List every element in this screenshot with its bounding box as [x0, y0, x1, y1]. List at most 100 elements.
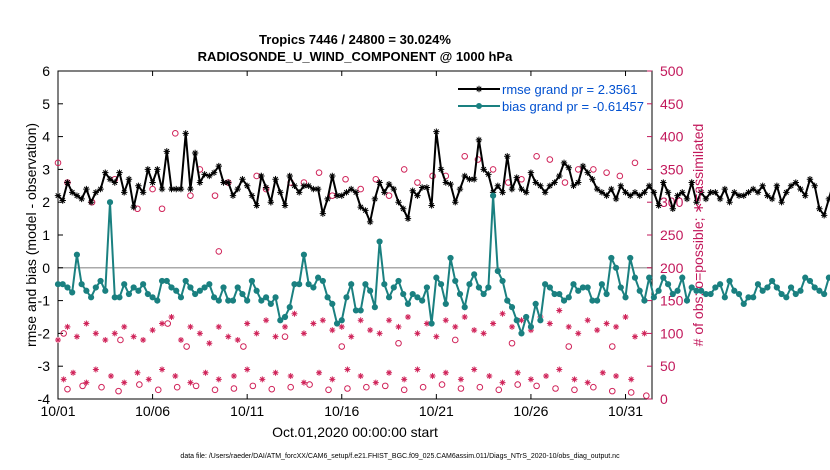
bias-point: [333, 320, 341, 327]
bias-point: [286, 304, 293, 311]
rmse-point: [357, 203, 364, 211]
possible-obs-point: [154, 386, 162, 394]
possible-obs-point: [438, 381, 446, 388]
bias-point: [414, 294, 421, 301]
bias-point: [433, 274, 440, 281]
assimilated-obs-point: [490, 320, 497, 327]
rmse-point: [130, 203, 137, 211]
bias-point: [622, 294, 629, 301]
rmse-point: [404, 215, 412, 222]
bias-point: [59, 281, 66, 288]
y-right-tick-label: 500: [660, 63, 684, 79]
rmse-point: [537, 182, 544, 189]
rmse-point: [778, 199, 785, 206]
rmse-point: [792, 179, 799, 186]
bias-point: [267, 300, 274, 307]
rmse-point: [314, 185, 322, 193]
assimilated-obs-point: [622, 314, 629, 320]
bias-point: [220, 284, 227, 291]
assimilated-obs-point: [202, 369, 209, 376]
rmse-point: [59, 197, 66, 204]
assimilated-obs-point: [149, 327, 156, 334]
rmse-point: [68, 189, 76, 196]
assimilated-obs-point: [641, 330, 648, 337]
assimilated-obs-point: [225, 333, 232, 340]
bias-point: [721, 294, 728, 301]
possible-obs-point: [474, 156, 482, 163]
rmse-point: [470, 176, 478, 183]
rmse-point: [679, 189, 686, 196]
bias-point: [428, 320, 435, 327]
possible-obs-point: [281, 333, 289, 340]
bias-point: [409, 290, 416, 298]
bias-point: [83, 287, 90, 294]
rmse-point: [324, 195, 331, 203]
rmse-point: [291, 182, 298, 189]
rmse-point: [154, 166, 161, 173]
rmse-point: [641, 189, 648, 196]
rmse-point: [466, 176, 473, 183]
bias-point: [376, 238, 383, 245]
rmse-point: [329, 172, 336, 180]
bias-point: [754, 281, 762, 288]
assimilated-obs-point: [300, 330, 307, 337]
possible-obs-point: [631, 159, 639, 167]
rmse-point: [787, 182, 795, 189]
bias-point: [154, 297, 161, 304]
rmse-point: [783, 189, 790, 196]
assimilated-obs-point: [429, 373, 436, 380]
possible-obs-point: [211, 192, 219, 199]
bias-point: [787, 284, 795, 291]
assimilated-obs-point: [64, 323, 71, 330]
assimilated-obs-point: [168, 314, 175, 320]
bias-point: [206, 281, 213, 288]
y-tick-label: -3: [38, 358, 51, 374]
rmse-point: [669, 205, 677, 212]
possible-obs-point: [495, 386, 503, 394]
rmse-point: [608, 185, 615, 193]
bias-point: [489, 192, 497, 199]
bias-point: [664, 281, 672, 288]
possible-obs-point: [565, 343, 573, 350]
rmse-point: [693, 199, 700, 206]
bias-point: [253, 287, 260, 294]
y-tick-label: -1: [38, 293, 51, 309]
possible-obs-point: [561, 179, 569, 186]
rmse-point: [541, 189, 549, 196]
rmse-point: [617, 182, 624, 189]
bias-point: [121, 281, 128, 288]
assimilated-obs-point: [244, 320, 251, 327]
y-right-tick-label: 50: [660, 358, 676, 374]
bias-point: [281, 313, 289, 321]
bias-point: [466, 281, 473, 288]
rmse-point: [797, 185, 804, 193]
bias-point: [177, 294, 185, 301]
rmse-point: [319, 210, 327, 217]
rmse-point: [773, 182, 781, 189]
assimilated-obs-point: [319, 317, 326, 324]
rmse-point: [83, 185, 90, 193]
possible-obs-point: [603, 169, 610, 176]
rmse-point: [187, 185, 194, 193]
assimilated-obs-point: [230, 373, 237, 380]
assimilated-obs-point: [603, 320, 610, 327]
bias-point: [560, 297, 568, 304]
bias-point: [712, 284, 719, 291]
bias-point: [773, 284, 780, 291]
bias-point: [196, 287, 203, 294]
assimilated-obs-point: [527, 327, 534, 334]
y-right-tick-label: 450: [660, 96, 684, 112]
possible-obs-point: [230, 385, 238, 392]
rmse-point: [508, 185, 516, 193]
bias-point: [461, 304, 468, 311]
assimilated-obs-point: [367, 327, 374, 334]
bias-point: [140, 281, 147, 288]
y-right-tick-label: 400: [660, 129, 684, 145]
rmse-point: [348, 185, 355, 193]
bias-point: [437, 281, 445, 288]
assimilated-obs-point: [404, 314, 411, 320]
assimilated-obs-point: [480, 330, 487, 337]
bias-point: [537, 317, 544, 324]
possible-obs-point: [419, 383, 427, 391]
